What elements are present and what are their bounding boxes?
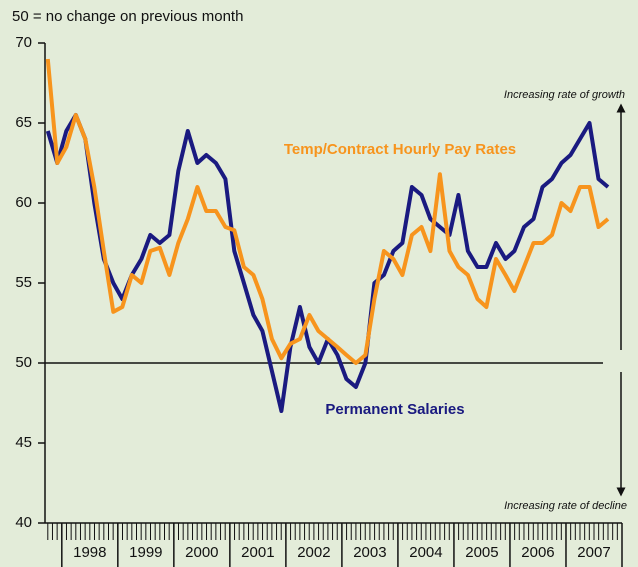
y-tick-label: 70 (15, 34, 32, 51)
x-tick-label: 2002 (297, 544, 330, 561)
series-label: Permanent Salaries (325, 401, 464, 418)
series-label: Temp/Contract Hourly Pay Rates (284, 141, 516, 158)
x-tick-label: 2006 (521, 544, 554, 561)
x-tick-label: 2003 (353, 544, 386, 561)
annotation: Increasing rate of growth (504, 89, 625, 101)
x-tick-label: 2007 (577, 544, 610, 561)
series-line (45, 58, 610, 365)
x-tick-label: 2004 (409, 544, 442, 561)
x-tick-label: 1998 (73, 544, 106, 561)
subtitle: 50 = no change on previous month (12, 8, 243, 25)
x-tick-label: 2005 (465, 544, 498, 561)
y-tick-label: 55 (15, 274, 32, 291)
x-tick-label: 2001 (241, 544, 274, 561)
y-tick-label: 45 (15, 434, 32, 451)
x-tick-label: 1999 (129, 544, 162, 561)
annotation: Increasing rate of decline (504, 500, 627, 512)
y-tick-label: 50 (15, 354, 32, 371)
y-tick-label: 65 (15, 114, 32, 131)
y-tick-label: 60 (15, 194, 32, 211)
x-tick-label: 2000 (185, 544, 218, 561)
y-tick-label: 40 (15, 514, 32, 531)
